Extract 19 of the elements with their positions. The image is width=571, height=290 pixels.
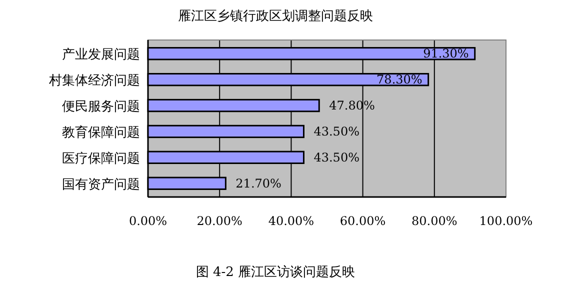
y-tick-label: 便民服务问题 — [62, 100, 140, 115]
caption: 图 4-2 雁江区访谈问题反映 — [196, 264, 356, 280]
chart-title: 雁江区乡镇行政区划调整问题反映 — [178, 9, 373, 24]
x-tick-label: 20.00% — [196, 214, 242, 228]
x-tick-label: 100.00% — [479, 214, 533, 228]
x-tick-label: 40.00% — [268, 214, 314, 228]
y-tick-label: 教育保障问题 — [62, 124, 140, 140]
data-label: 78.30% — [376, 72, 422, 87]
data-label: 21.70% — [236, 176, 282, 190]
y-tick-label: 国有资产问题 — [62, 177, 140, 192]
y-tick-label: 医疗保障问题 — [62, 151, 140, 166]
data-label: 43.50% — [314, 124, 360, 138]
data-label: 43.50% — [314, 150, 360, 164]
x-tick-label: 0.00% — [128, 214, 168, 228]
y-tick-label: 村集体经济问题 — [48, 74, 140, 89]
x-tick-label: 80.00% — [412, 214, 458, 228]
y-tick-label: 产业发展问题 — [62, 48, 140, 63]
x-tick-label: 60.00% — [340, 214, 386, 228]
data-label: 91.30% — [423, 46, 469, 61]
